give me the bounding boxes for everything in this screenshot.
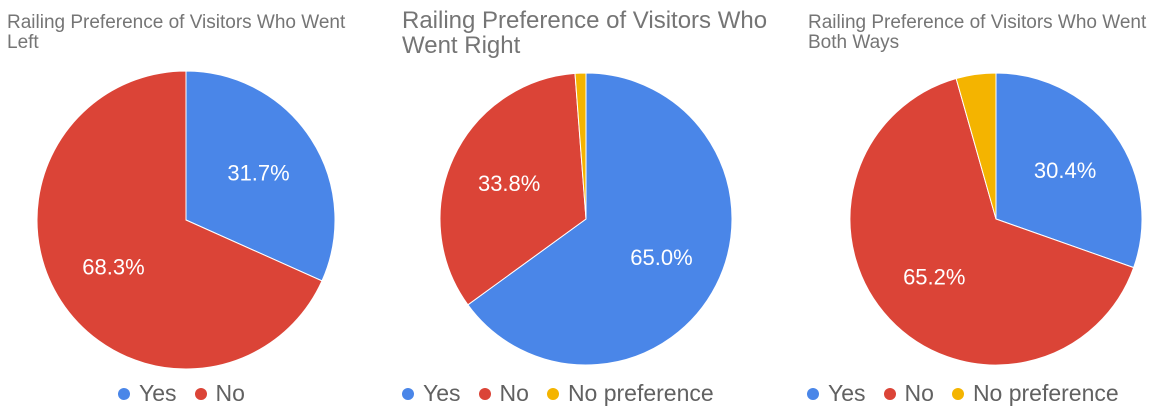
legend-dot-no bbox=[478, 387, 491, 400]
legend-item-no: No bbox=[194, 380, 245, 407]
legend-item-no: No bbox=[883, 380, 934, 407]
legend: Yes No bbox=[118, 380, 245, 407]
legend-item-no-preference: No preference bbox=[546, 380, 714, 407]
legend-label: No bbox=[499, 380, 529, 406]
slice-data-label: 33.8% bbox=[478, 171, 540, 196]
pie-svg: 30.4% 65.2% bbox=[849, 72, 1143, 366]
pie-chart-went-right: Railing Preference of Visitors Who Went … bbox=[390, 0, 780, 409]
legend-dot-yes bbox=[402, 387, 414, 400]
legend-label: No bbox=[904, 380, 934, 406]
legend-dot-yes bbox=[807, 387, 819, 400]
pie-svg: 31.7% 68.3% bbox=[36, 70, 336, 370]
pie-slice-yes bbox=[185, 70, 336, 282]
legend-dot-yes bbox=[118, 387, 130, 400]
chart-title: Railing Preference of Visitors Who Went … bbox=[402, 7, 768, 60]
slice-data-label: 68.3% bbox=[82, 255, 144, 280]
pie-chart-went-left: Railing Preference of Visitors Who Went … bbox=[0, 0, 380, 409]
legend-item-no: No bbox=[478, 380, 529, 407]
legend-dot-no bbox=[194, 387, 207, 400]
slice-data-label: 65.0% bbox=[630, 245, 692, 270]
pie-slice-no bbox=[439, 72, 587, 306]
slice-data-label: 65.2% bbox=[903, 265, 965, 290]
legend-item-yes: Yes bbox=[402, 380, 461, 407]
legend-label: No bbox=[215, 380, 245, 406]
legend-label: No preference bbox=[567, 380, 714, 406]
legend-item-no-preference: No preference bbox=[951, 380, 1119, 407]
legend-label: Yes bbox=[423, 380, 461, 406]
legend-dot-no-preference bbox=[546, 387, 559, 400]
pie-slice-yes bbox=[467, 72, 733, 366]
legend-dot-no bbox=[883, 387, 896, 400]
legend-label: No preference bbox=[972, 380, 1119, 406]
legend-item-yes: Yes bbox=[807, 380, 866, 407]
pie-slice-no-preference bbox=[574, 72, 587, 220]
legend-label: Yes bbox=[828, 380, 866, 406]
chart-title: Railing Preference of Visitors Who Went … bbox=[7, 12, 346, 53]
pie-slice-no bbox=[849, 77, 1135, 366]
legend-label: Yes bbox=[139, 380, 177, 406]
legend: Yes No No preference bbox=[807, 380, 1119, 407]
pie-svg: 65.0% 33.8% bbox=[439, 72, 733, 366]
chart-title: Railing Preference of Visitors Who Went … bbox=[808, 12, 1147, 53]
slice-data-label: 31.7% bbox=[227, 161, 289, 186]
slice-data-label: 30.4% bbox=[1034, 158, 1096, 183]
pie-chart-went-both-ways: Railing Preference of Visitors Who Went … bbox=[795, 0, 1174, 409]
pie-slice-yes bbox=[995, 72, 1143, 269]
pie-slice-no-preference bbox=[955, 72, 997, 220]
legend-item-yes: Yes bbox=[118, 380, 177, 407]
pie-slice-no bbox=[36, 70, 323, 370]
legend: Yes No No preference bbox=[402, 380, 714, 407]
legend-dot-no-preference bbox=[951, 387, 964, 400]
